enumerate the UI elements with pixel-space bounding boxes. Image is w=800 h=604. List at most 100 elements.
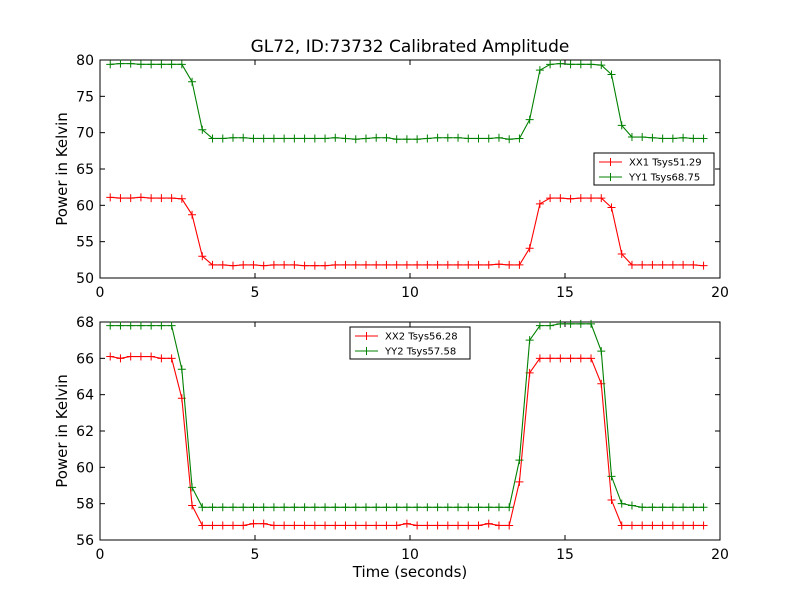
- data-point: [648, 521, 657, 530]
- data-point: [597, 194, 606, 203]
- data-point: [535, 199, 544, 208]
- data-point: [535, 321, 544, 330]
- data-point: [484, 260, 493, 269]
- y-tick-label: 60: [76, 460, 94, 476]
- data-point: [351, 260, 360, 269]
- data-point: [679, 133, 688, 142]
- data-point: [454, 260, 463, 269]
- y-tick-label: 68: [76, 315, 94, 331]
- data-point: [341, 260, 350, 269]
- data-point: [658, 260, 667, 269]
- data-point: [474, 134, 483, 143]
- data-point: [321, 521, 330, 530]
- y-tick-label: 50: [76, 271, 94, 287]
- data-point: [474, 521, 483, 530]
- data-point: [433, 260, 442, 269]
- data-point: [188, 210, 197, 219]
- x-tick-label: 0: [96, 285, 105, 301]
- data-point: [269, 503, 278, 512]
- data-point: [280, 260, 289, 269]
- legend-marker: [606, 173, 615, 181]
- y-tick-label: 55: [76, 235, 94, 251]
- data-point: [413, 135, 422, 144]
- data-point: [361, 521, 370, 530]
- data-point: [433, 133, 442, 142]
- data-point: [116, 194, 125, 203]
- y-tick-label: 70: [76, 126, 94, 142]
- data-point: [372, 521, 381, 530]
- data-point: [331, 133, 340, 142]
- data-point: [505, 503, 514, 512]
- data-point: [208, 503, 217, 512]
- data-point: [167, 321, 176, 330]
- data-point: [280, 521, 289, 530]
- data-point: [392, 135, 401, 144]
- legend-marker: [362, 332, 371, 340]
- data-point: [218, 260, 227, 269]
- data-point: [310, 134, 319, 143]
- data-point: [382, 260, 391, 269]
- bottom-panel: 0 5 10 15 20 56 58 60 62 64 66 68 Power in Kelvin Tim…: [53, 315, 729, 581]
- data-point: [310, 503, 319, 512]
- data-point: [607, 496, 616, 505]
- data-point: [566, 354, 575, 363]
- x-tick-label: 0: [96, 547, 105, 563]
- data-point: [269, 134, 278, 143]
- data-point: [515, 456, 524, 465]
- data-point: [689, 503, 698, 512]
- data-point: [300, 521, 309, 530]
- data-point: [106, 352, 115, 361]
- data-point: [566, 60, 575, 69]
- y-tick-label: 66: [76, 351, 94, 367]
- data-point: [361, 260, 370, 269]
- data-point: [617, 499, 626, 508]
- data-point: [136, 352, 145, 361]
- data-point: [597, 347, 606, 356]
- y-tick-label: 65: [76, 162, 94, 178]
- x-tick-label: 15: [556, 285, 574, 301]
- data-point: [239, 133, 248, 142]
- legend-marker: [362, 347, 371, 355]
- data-point: [188, 483, 197, 492]
- data-point: [443, 133, 452, 142]
- data-point: [157, 194, 166, 203]
- data-point: [617, 521, 626, 530]
- legend-marker: [606, 158, 615, 166]
- data-point: [617, 121, 626, 130]
- data-point: [546, 60, 555, 69]
- data-point: [259, 261, 268, 270]
- data-point: [433, 521, 442, 530]
- data-point: [249, 134, 258, 143]
- data-point: [300, 134, 309, 143]
- data-point: [402, 260, 411, 269]
- data-point: [198, 503, 207, 512]
- data-point: [658, 521, 667, 530]
- data-point: [167, 194, 176, 203]
- data-point: [188, 501, 197, 510]
- data-point: [259, 519, 268, 528]
- y-axis-label: Power in Kelvin: [53, 374, 71, 488]
- data-point: [638, 503, 647, 512]
- data-point: [392, 260, 401, 269]
- x-tick-label: 20: [711, 547, 729, 563]
- data-point: [689, 521, 698, 530]
- data-point: [351, 521, 360, 530]
- data-point: [484, 503, 493, 512]
- data-point: [587, 354, 596, 363]
- x-tick-label: 20: [711, 285, 729, 301]
- x-tick-label: 5: [251, 547, 260, 563]
- data-point: [607, 472, 616, 481]
- data-point: [249, 503, 258, 512]
- data-point: [269, 260, 278, 269]
- data-point: [494, 521, 503, 530]
- data-point: [208, 134, 217, 143]
- data-point: [443, 521, 452, 530]
- data-point: [474, 503, 483, 512]
- data-point: [525, 244, 534, 253]
- data-point: [228, 521, 237, 530]
- data-point: [106, 60, 115, 69]
- data-point: [392, 521, 401, 530]
- data-point: [535, 66, 544, 75]
- data-point: [382, 133, 391, 142]
